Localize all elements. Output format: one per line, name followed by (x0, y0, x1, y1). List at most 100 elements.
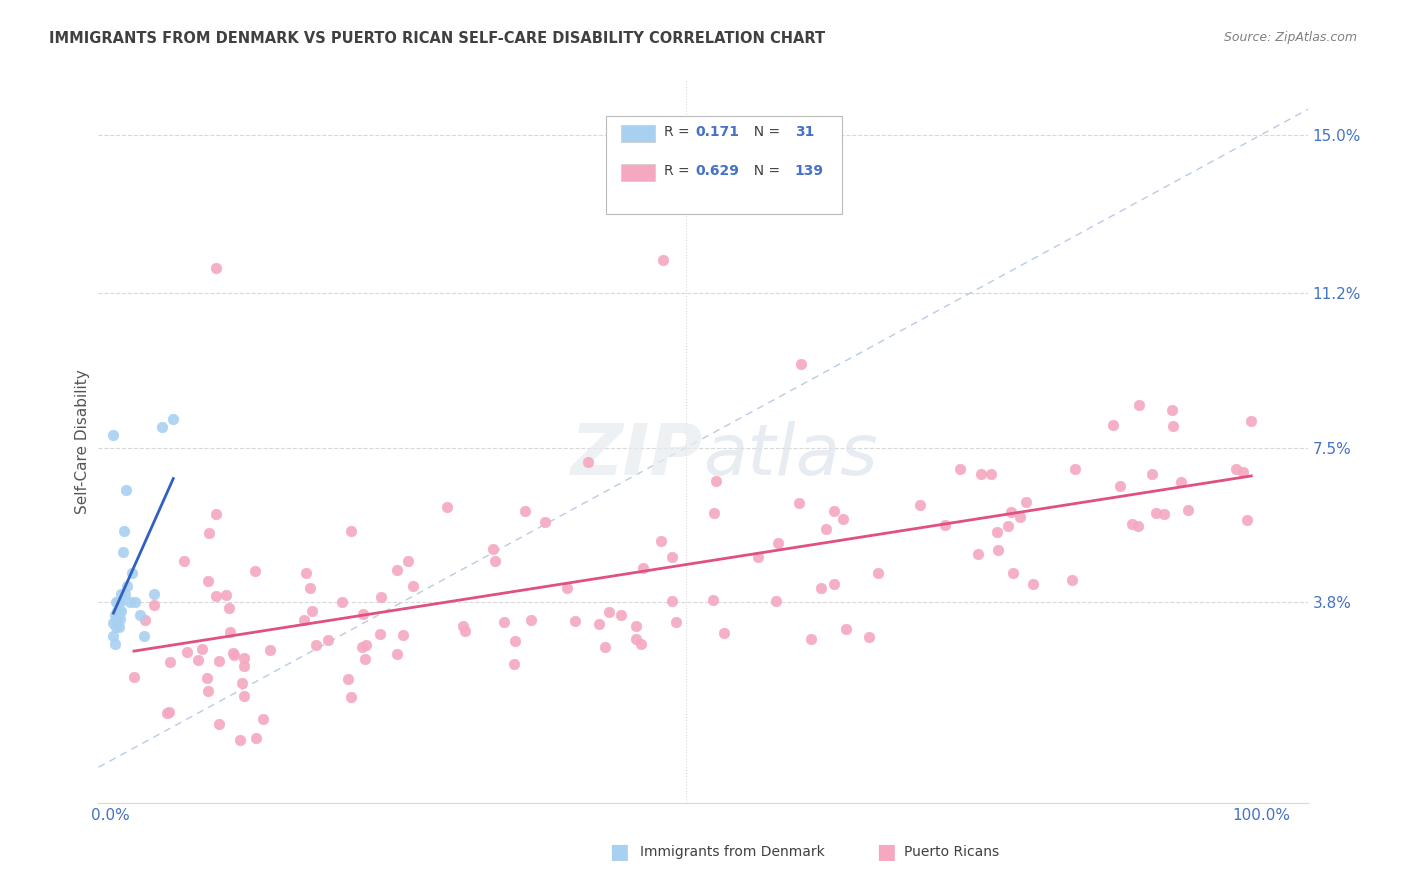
Point (150, 420, 173, 434)
Point (222, 646, 245, 660)
Point (1102, 417, 1125, 432)
Point (104, 595, 127, 609)
Point (513, 504, 536, 518)
Text: Puerto Ricans: Puerto Ricans (904, 845, 1000, 859)
Point (1153, 507, 1175, 521)
Point (134, 629, 156, 643)
Text: R =: R = (664, 163, 695, 178)
Point (340, 524, 363, 539)
Point (810, 581, 832, 595)
Point (908, 498, 931, 512)
Point (294, 613, 316, 627)
Point (218, 601, 240, 615)
Point (1163, 418, 1185, 433)
Point (624, 632, 647, 646)
Point (115, 483, 138, 497)
Point (454, 624, 477, 638)
Point (118, 595, 141, 609)
Point (134, 613, 156, 627)
Text: 0.171: 0.171 (696, 125, 740, 139)
Point (103, 428, 125, 442)
Point (800, 632, 823, 646)
Point (980, 467, 1002, 482)
Point (354, 651, 377, 665)
Point (831, 512, 853, 526)
Point (350, 640, 373, 654)
Point (630, 637, 652, 651)
Point (105, 616, 128, 631)
Point (986, 525, 1008, 540)
Point (233, 658, 256, 673)
Point (124, 595, 146, 609)
Point (110, 595, 132, 609)
Point (112, 524, 135, 539)
Point (814, 522, 837, 536)
Point (1064, 462, 1087, 476)
Point (598, 606, 620, 620)
Point (336, 673, 359, 687)
Point (747, 550, 769, 565)
Point (823, 504, 845, 518)
Text: 31: 31 (794, 125, 814, 139)
Bar (621, 125, 655, 143)
Point (713, 625, 735, 640)
Point (103, 637, 125, 651)
Point (934, 518, 956, 533)
Point (436, 500, 458, 514)
Point (1128, 519, 1150, 533)
Point (204, 507, 226, 521)
Point (104, 620, 127, 634)
Point (1232, 465, 1254, 479)
Point (665, 615, 688, 630)
Point (651, 252, 673, 267)
Point (252, 712, 274, 726)
Point (356, 638, 378, 652)
Text: N =: N = (745, 163, 785, 178)
Point (233, 689, 256, 703)
Point (115, 579, 138, 593)
Point (967, 547, 990, 561)
Point (790, 357, 813, 371)
Point (316, 633, 339, 648)
Point (330, 595, 353, 609)
Point (1170, 475, 1192, 490)
Point (385, 563, 408, 577)
Point (110, 612, 132, 626)
Point (301, 604, 323, 618)
Point (142, 587, 165, 601)
Point (492, 615, 515, 629)
Point (1008, 510, 1031, 524)
Point (593, 640, 616, 655)
Point (162, 411, 184, 425)
Point (661, 549, 683, 564)
Point (352, 607, 374, 622)
Text: ■: ■ (609, 842, 628, 862)
Point (858, 630, 880, 644)
Point (484, 553, 506, 567)
Point (633, 561, 655, 575)
Point (107, 595, 129, 609)
Point (997, 518, 1019, 533)
Y-axis label: Self-Care Disability: Self-Care Disability (75, 369, 90, 514)
Point (765, 594, 787, 608)
Point (103, 607, 125, 622)
Point (121, 566, 143, 580)
Point (1002, 566, 1025, 580)
Point (702, 592, 724, 607)
Point (1161, 402, 1184, 417)
Point (128, 607, 150, 622)
Point (295, 566, 318, 580)
Point (222, 648, 245, 662)
Point (143, 598, 166, 612)
Point (368, 626, 391, 640)
Point (1144, 506, 1167, 520)
Text: ■: ■ (876, 842, 896, 862)
Point (534, 516, 557, 530)
Point (205, 261, 228, 276)
Point (103, 629, 125, 643)
Point (157, 705, 180, 719)
Point (197, 574, 219, 588)
Point (176, 645, 198, 659)
Point (105, 604, 128, 618)
Point (1140, 467, 1163, 481)
